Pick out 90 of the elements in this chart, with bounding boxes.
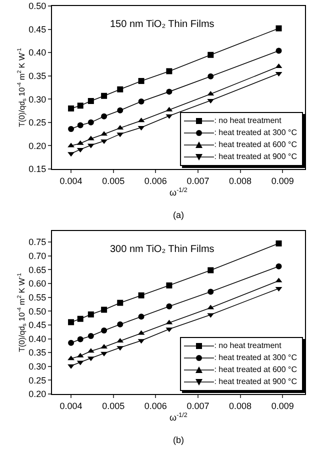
x-tick-label: 0.004	[60, 176, 82, 186]
point	[88, 332, 94, 339]
point	[138, 314, 144, 320]
x-tick-label: 0.008	[229, 400, 252, 411]
point	[117, 107, 124, 114]
point	[68, 126, 74, 132]
y-tick-label: 0.50	[28, 1, 46, 12]
point	[68, 356, 74, 360]
y-tick-label: 0.30	[28, 94, 46, 104]
legend-label: : heat treated at 300 °C	[214, 353, 297, 362]
y-tick-label: 0.45	[28, 24, 46, 34]
legend-label: : heat treated at 300 °C	[214, 128, 297, 137]
point	[166, 282, 172, 288]
point	[68, 364, 74, 369]
y-tick-label: 0.35	[28, 348, 46, 358]
point	[68, 142, 74, 148]
point	[138, 98, 144, 104]
x-tick-label: 0.006	[144, 400, 167, 411]
point	[166, 88, 172, 95]
y-tick-label: 0.15	[28, 164, 46, 174]
point	[100, 344, 108, 349]
text: 300 nm TiO₂ Thin Films	[110, 244, 214, 255]
point	[138, 292, 144, 298]
x-tick-label: 0.005	[102, 176, 125, 186]
y-tick-label: 0.65	[28, 264, 46, 275]
x-tick-label: 0.007	[186, 400, 210, 411]
x-tick-label: 0.008	[229, 176, 252, 186]
point	[138, 78, 144, 84]
point	[117, 321, 124, 328]
point	[117, 86, 124, 92]
y-tick-label: 0.45	[28, 320, 46, 330]
point	[68, 105, 74, 112]
point	[117, 300, 124, 306]
x-tick-label: 0.007	[186, 176, 210, 186]
y-tick-label: 0.40	[28, 48, 46, 58]
point	[77, 122, 84, 128]
legend-label: : heat treated at 900 °C	[214, 377, 297, 386]
legend-label: : no heat treatment	[214, 341, 282, 350]
y-tick-label: 0.50	[28, 306, 46, 316]
legend-label: : heat treated at 900 °C	[214, 152, 297, 161]
point	[77, 336, 84, 342]
point	[166, 68, 172, 74]
point	[88, 98, 94, 104]
y-tick-label: 0.60	[28, 278, 46, 289]
legend-label: : heat treated at 600 °C	[214, 365, 297, 374]
text: (b)	[173, 435, 184, 445]
point	[208, 73, 214, 80]
y-tick-label: 0.20	[28, 140, 46, 151]
x-tick-label: 0.005	[102, 400, 125, 411]
x-tick-label: 0.006	[144, 176, 167, 186]
point	[88, 119, 94, 126]
text: 150 nm TiO₂ Thin Films	[110, 19, 214, 30]
y-tick-label: 0.25	[28, 118, 46, 128]
point	[77, 102, 84, 109]
point	[276, 25, 282, 32]
y-tick-label: 0.25	[28, 375, 46, 386]
point	[77, 316, 84, 322]
point	[208, 267, 214, 274]
point	[276, 240, 282, 246]
y-tick-label: 0.70	[28, 251, 46, 262]
y-tick-label: 0.75	[28, 237, 46, 248]
legend-label: : heat treated at 600 °C	[214, 140, 297, 149]
point	[100, 140, 108, 144]
x-axis-title: ω$^{-1/2}$	[170, 412, 188, 423]
point	[100, 352, 108, 356]
y-tick-label: 0.40	[28, 334, 46, 344]
x-tick-label: 0.004	[60, 400, 82, 411]
point	[101, 113, 108, 120]
x-tick-label: 0.009	[271, 400, 294, 411]
y-tick-label: 0.20	[28, 389, 46, 400]
x-axis-title: ω$^{-1/2}$	[170, 186, 188, 198]
point	[166, 303, 172, 310]
point	[101, 327, 108, 334]
y-tick-label: 0.55	[28, 292, 46, 302]
y-tick-label: 0.30	[28, 362, 46, 372]
point	[68, 319, 74, 326]
point	[208, 52, 214, 58]
point	[100, 131, 108, 136]
text: (a)	[173, 210, 184, 220]
point	[68, 152, 74, 157]
legend-label: : no heat treatment	[214, 116, 282, 125]
point	[88, 311, 94, 318]
point	[68, 340, 74, 346]
point	[276, 48, 282, 54]
point	[101, 306, 108, 313]
point	[208, 288, 214, 295]
y-tick-label: 0.35	[28, 71, 46, 82]
x-tick-label: 0.009	[271, 176, 294, 186]
point	[276, 263, 282, 270]
point	[101, 92, 108, 99]
